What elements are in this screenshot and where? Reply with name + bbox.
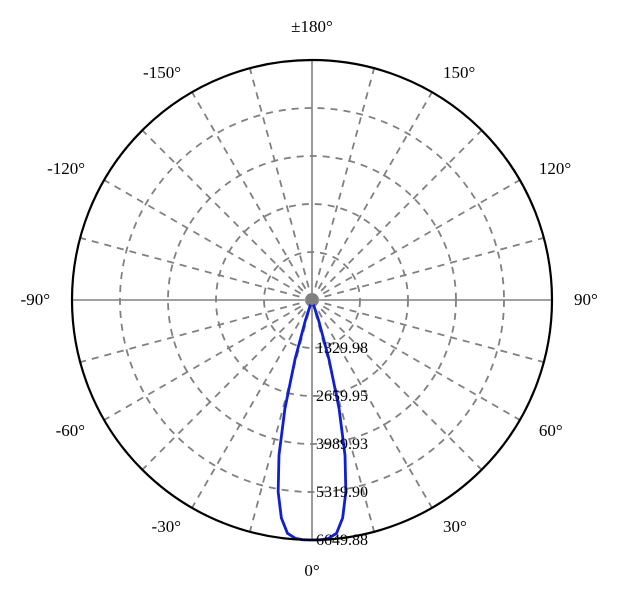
grid-spoke	[312, 68, 374, 300]
radial-label: 5319.90	[316, 484, 368, 501]
angle-label: 150°	[443, 63, 475, 82]
grid-spoke	[312, 130, 482, 300]
angle-label: 120°	[539, 159, 571, 178]
grid-spoke	[104, 300, 312, 420]
grid-spoke	[312, 238, 544, 300]
grid-spoke	[250, 68, 312, 300]
grid-spoke	[80, 238, 312, 300]
angle-label: -120°	[47, 159, 85, 178]
polar-chart: 0° 30° 60° 90° 120° 150° ±180° -150° -120° -90° -6…	[0, 0, 630, 605]
grid-spoke	[104, 180, 312, 300]
angle-label: -90°	[21, 290, 50, 309]
radial-label: 6649.88	[316, 532, 368, 549]
grid-spoke	[192, 300, 312, 508]
angle-label: -30°	[152, 517, 181, 536]
angle-label: ±180°	[291, 17, 333, 36]
center-dot	[307, 295, 317, 305]
radial-label: 3989.93	[316, 436, 368, 453]
radial-label: 2659.95	[316, 388, 368, 405]
angle-label: 90°	[574, 290, 598, 309]
angle-label: 0°	[304, 561, 319, 580]
grid-spoke	[142, 130, 312, 300]
angle-label: 60°	[539, 421, 563, 440]
angle-label: 30°	[443, 517, 467, 536]
grid-spoke	[142, 300, 312, 470]
angle-label: -150°	[143, 63, 181, 82]
radial-label: 1329.98	[316, 340, 368, 357]
grid-spoke	[192, 92, 312, 300]
grid-spoke	[80, 300, 312, 362]
grid-spoke	[312, 92, 432, 300]
grid-spoke	[312, 180, 520, 300]
angle-label: -60°	[56, 421, 85, 440]
